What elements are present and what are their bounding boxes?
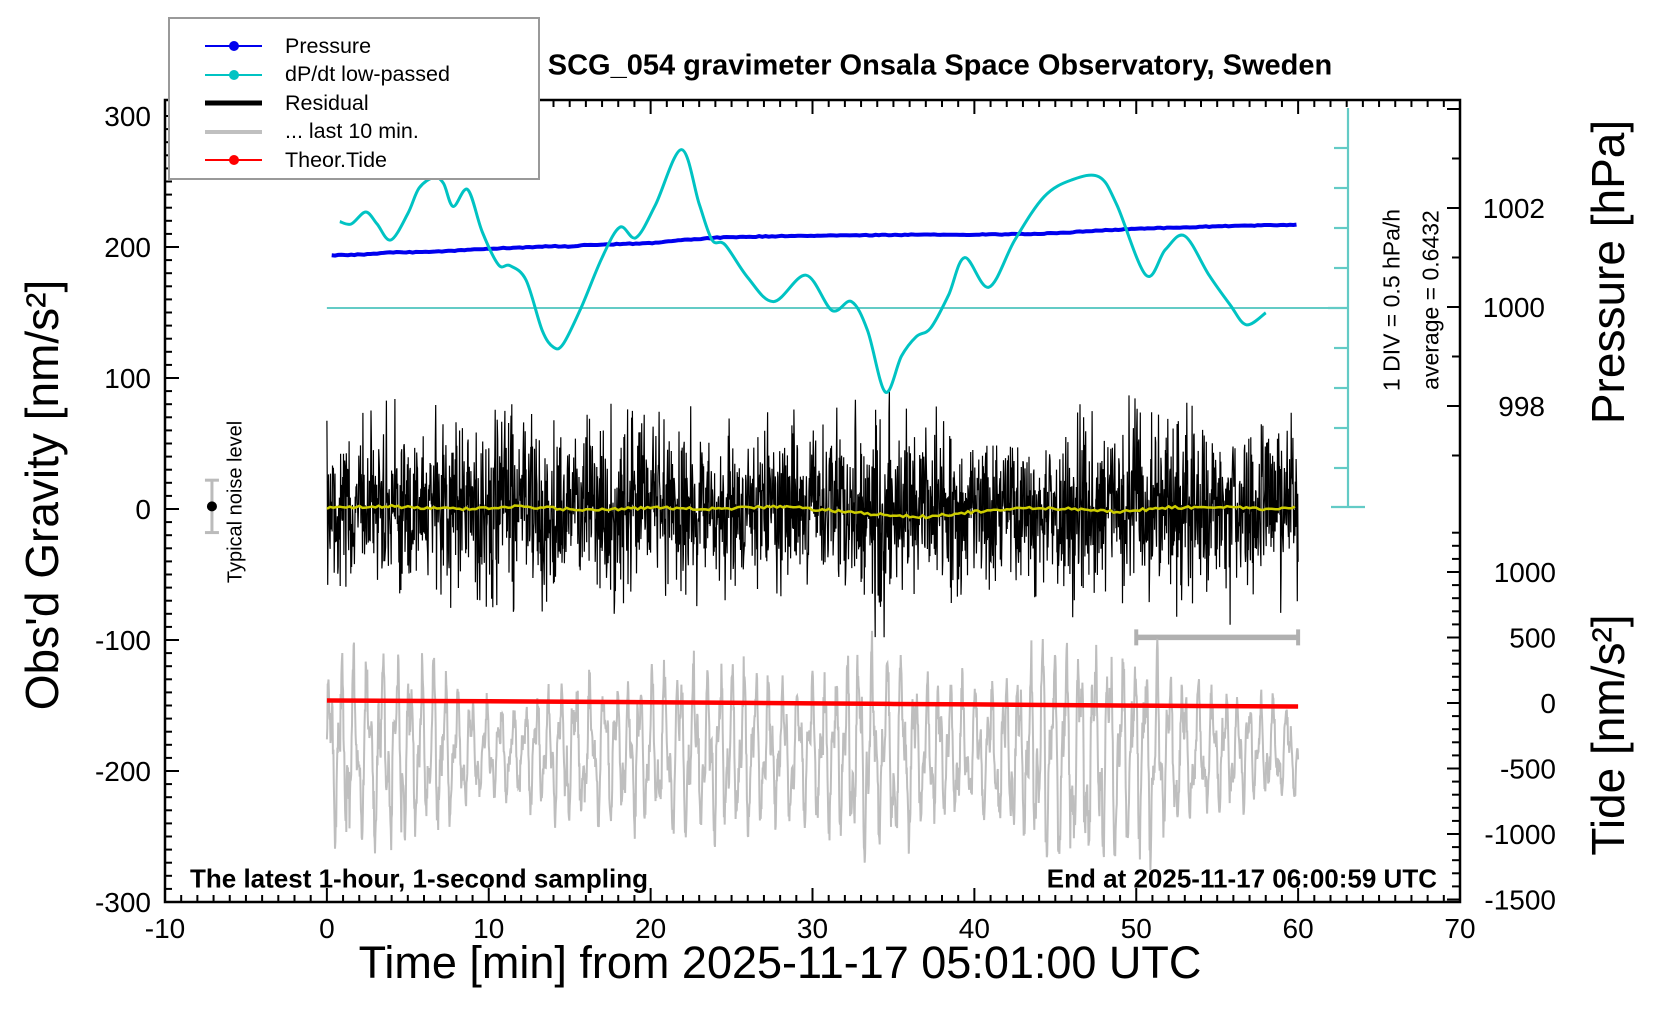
theor-tide-series (326, 698, 1299, 709)
legend-line-sample (205, 95, 262, 111)
x-tick-label: 30 (797, 913, 828, 944)
tide-tick-label: -1500 (1484, 885, 1556, 916)
x-tick-label: 0 (319, 913, 335, 944)
x-tick-label: 40 (959, 913, 990, 944)
legend-line-sample (205, 152, 262, 168)
legend-item-label: Pressure (285, 33, 372, 58)
tide-tick-label: -500 (1500, 754, 1556, 785)
gravity-tick-label: -300 (95, 887, 151, 918)
scalebar-division-note: 1 DIV = 0.5 hPa/h (1378, 208, 1405, 392)
tide-tick-label: -1000 (1484, 819, 1556, 850)
x-axis-label: Time [min] from 2025-11-17 05:01:00 UTC (358, 937, 1202, 988)
legend-box: Pressure dP/dt low-passed Residual ... last… (168, 17, 540, 180)
x-tick-label: -10 (145, 913, 185, 944)
legend-item-label: ... last 10 min. (285, 119, 419, 144)
legend-item-2: Residual (170, 89, 538, 118)
dpdt-series (339, 148, 1267, 394)
legend-item-label: Theor.Tide (285, 147, 387, 172)
x-tick-label: 70 (1444, 913, 1475, 944)
tide-tick-label: 500 (1509, 623, 1556, 654)
last10-series (325, 630, 1300, 871)
gravity-tick-label: 300 (104, 101, 151, 132)
scalebar-average-note: average = 0.6432 (1417, 210, 1444, 390)
x-tick-label: 10 (473, 913, 504, 944)
legend-item-label: dP/dt low-passed (285, 62, 450, 87)
gravity-tick-label: -200 (95, 756, 151, 787)
tide-tick-label: 0 (1540, 688, 1556, 719)
gravity-tick-label: 0 (135, 494, 151, 525)
pressure-tick-label: 998 (1498, 391, 1545, 422)
legend-dot-icon (228, 69, 239, 80)
tide-tick-label: 1000 (1494, 557, 1556, 588)
legend-item-0: Pressure (170, 32, 538, 61)
tide-axis-label: Tide [nm/s²] (1582, 614, 1634, 856)
legend-item-label: Residual (285, 90, 369, 115)
legend-item-4: Theor.Tide (170, 146, 538, 175)
residual-lowpass-series (326, 503, 1296, 520)
noise-level-marker (204, 478, 219, 535)
page-title: SCG_054 gravimeter Onsala Space Observat… (547, 49, 1333, 82)
legend-line-sample (205, 67, 262, 83)
pressure-series (331, 222, 1297, 258)
last10-bracket (1134, 629, 1301, 646)
legend-line-sample (205, 124, 262, 140)
legend-item-3: ... last 10 min. (170, 118, 538, 147)
gravity-tick-label: 100 (104, 363, 151, 394)
x-tick-label: 60 (1283, 913, 1314, 944)
residual-series (326, 389, 1299, 638)
noise-level-label: Typical noise level (224, 420, 247, 584)
gravity-tick-label: -100 (95, 625, 151, 656)
dpdt-scalebar (1328, 108, 1365, 509)
legend-rows: Pressure dP/dt low-passed Residual ... last… (170, 32, 538, 175)
end-time-note: End at 2025-11-17 06:00:59 UTC (1046, 863, 1437, 894)
axis-tick-labels: -10 0 10 20 30 40 50 60 703002001000-100-200-300… (95, 101, 1556, 944)
pressure-tick-label: 1000 (1483, 292, 1545, 323)
x-tick-label: 50 (1121, 913, 1152, 944)
sampling-note: The latest 1-hour, 1-second sampling (190, 863, 648, 894)
pressure-tick-label: 1002 (1483, 193, 1545, 224)
legend-dot-icon (228, 41, 239, 52)
pressure-axis-label: Pressure [hPa] (1582, 119, 1634, 425)
gravity-axis-label: Obs'd Gravity [nm/s²] (16, 279, 68, 711)
legend-dot-icon (228, 155, 239, 166)
legend-item-1: dP/dt low-passed (170, 61, 538, 90)
legend-line-sample (205, 38, 262, 54)
gravity-tick-label: 200 (104, 232, 151, 263)
x-tick-label: 20 (635, 913, 666, 944)
